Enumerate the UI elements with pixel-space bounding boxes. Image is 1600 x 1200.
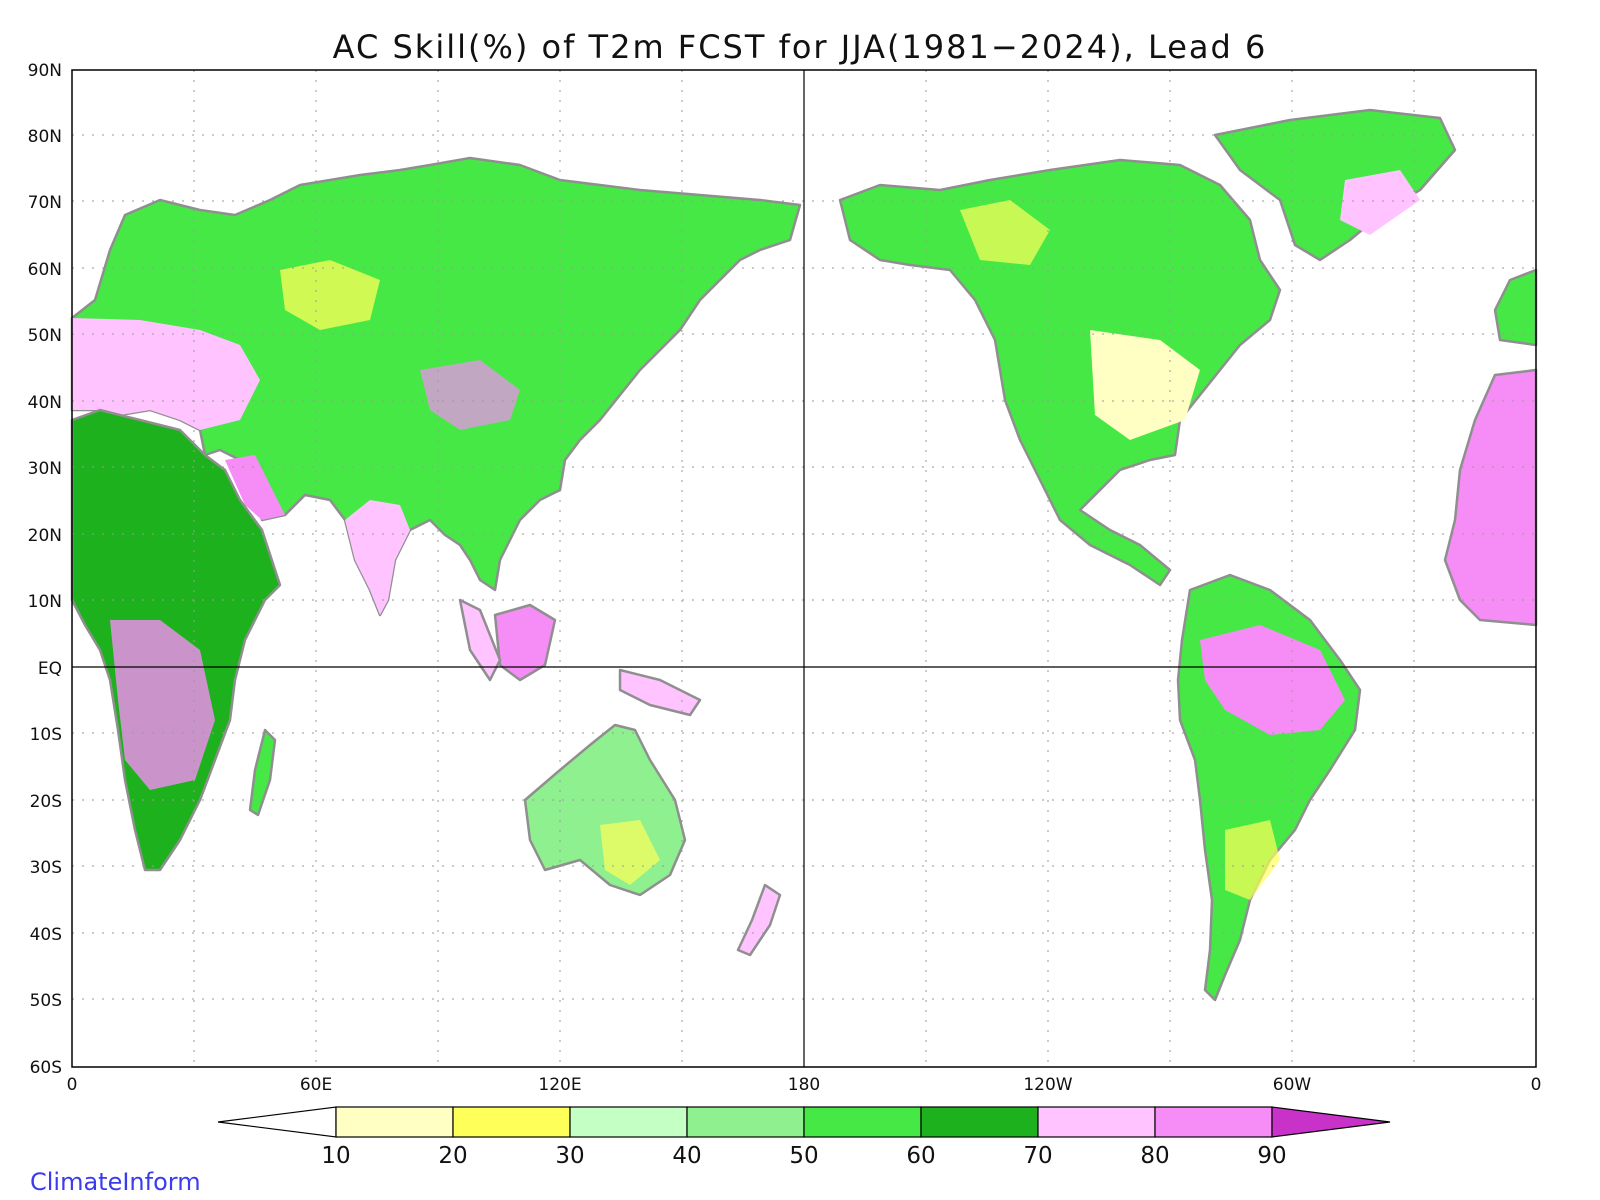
lat-label: 40S xyxy=(30,925,62,945)
colorbar-labels: 10 20 30 40 50 60 70 80 90 xyxy=(321,1143,1286,1169)
landmass-sumatra xyxy=(458,598,502,682)
landmass-africa-east-edge xyxy=(1443,368,1538,627)
landmass-amazon xyxy=(1200,625,1345,735)
landmass-india xyxy=(345,500,410,615)
colorbar-swatch xyxy=(452,1106,571,1138)
colorbar-label: 80 xyxy=(1140,1143,1169,1169)
landmass-africa-south xyxy=(110,620,215,790)
lat-label: 10S xyxy=(30,725,62,745)
lon-label: 120E xyxy=(538,1075,581,1095)
lat-label: 50S xyxy=(30,991,62,1011)
colorbar-high-arrow xyxy=(1271,1106,1391,1138)
lon-label: 0 xyxy=(67,1075,78,1095)
landmass-canada-yellow xyxy=(960,200,1050,265)
colorbar-label: 40 xyxy=(672,1143,701,1169)
lat-label: 40N xyxy=(28,393,62,413)
lat-labels: 90N 80N 70N 60N 50N 40N 30N 20N 10N EQ 1… xyxy=(28,61,62,1078)
landmass-argentina xyxy=(1225,820,1280,900)
map-frame xyxy=(71,69,1537,1068)
landmass-greenland-pink xyxy=(1340,170,1420,235)
landmass-north-america xyxy=(838,158,1282,587)
lat-label: EQ xyxy=(38,659,62,679)
colorbar-label: 70 xyxy=(1023,1143,1052,1169)
lat-label: 60S xyxy=(30,1058,62,1078)
lat-label: 20N xyxy=(28,526,62,546)
map-title: AC Skill(%) of T2m FCST for JJA(1981−202… xyxy=(332,28,1268,66)
land-masses xyxy=(70,108,1538,1002)
credit-label: ClimateInform xyxy=(30,1168,201,1196)
lon-label: 60E xyxy=(300,1075,332,1095)
colorbar-label: 20 xyxy=(438,1143,467,1169)
lat-label: 60N xyxy=(28,260,62,280)
lon-label: 0 xyxy=(1531,1075,1542,1095)
landmass-arabia xyxy=(225,455,285,520)
colorbar-label: 60 xyxy=(906,1143,935,1169)
lat-label: 20S xyxy=(30,792,62,812)
colorbar-swatch xyxy=(1154,1106,1273,1138)
landmass-borneo xyxy=(493,603,557,682)
colorbar-low-arrow xyxy=(217,1106,337,1138)
colorbar-swatch xyxy=(920,1106,1039,1138)
lon-label: 180 xyxy=(788,1075,820,1095)
colorbar-label: 10 xyxy=(321,1143,350,1169)
landmass-madagascar xyxy=(248,728,277,817)
landmass-new-zealand xyxy=(736,883,782,957)
landmass-europe xyxy=(72,318,260,430)
landmass-australia-se xyxy=(600,820,660,885)
lat-label: 80N xyxy=(28,127,62,147)
colorbar-label: 30 xyxy=(555,1143,584,1169)
lon-labels: 0 60E 120E 180 120W 60W 0 xyxy=(67,1075,1542,1095)
colorbar-swatch xyxy=(686,1106,805,1138)
lat-label: 30S xyxy=(30,858,62,878)
lon-label: 120W xyxy=(1023,1075,1072,1095)
colorbar-swatch xyxy=(1037,1106,1156,1138)
landmass-usa-midwest xyxy=(1090,330,1200,440)
landmass-china xyxy=(420,360,520,430)
colorbar-label: 90 xyxy=(1257,1143,1286,1169)
colorbar-swatch xyxy=(335,1106,454,1138)
colorbar-swatch xyxy=(803,1106,922,1138)
lat-label: 10N xyxy=(28,592,62,612)
lat-label: 50N xyxy=(28,326,62,346)
landmass-new-guinea xyxy=(618,668,702,717)
colorbar xyxy=(217,1106,1391,1138)
landmass-siberia xyxy=(280,260,380,330)
colorbar-swatch xyxy=(569,1106,688,1138)
lat-label: 70N xyxy=(28,193,62,213)
lat-label: 30N xyxy=(28,459,62,479)
colorbar-label: 50 xyxy=(789,1143,818,1169)
lat-label: 90N xyxy=(28,61,62,81)
lon-label: 60W xyxy=(1273,1075,1312,1095)
